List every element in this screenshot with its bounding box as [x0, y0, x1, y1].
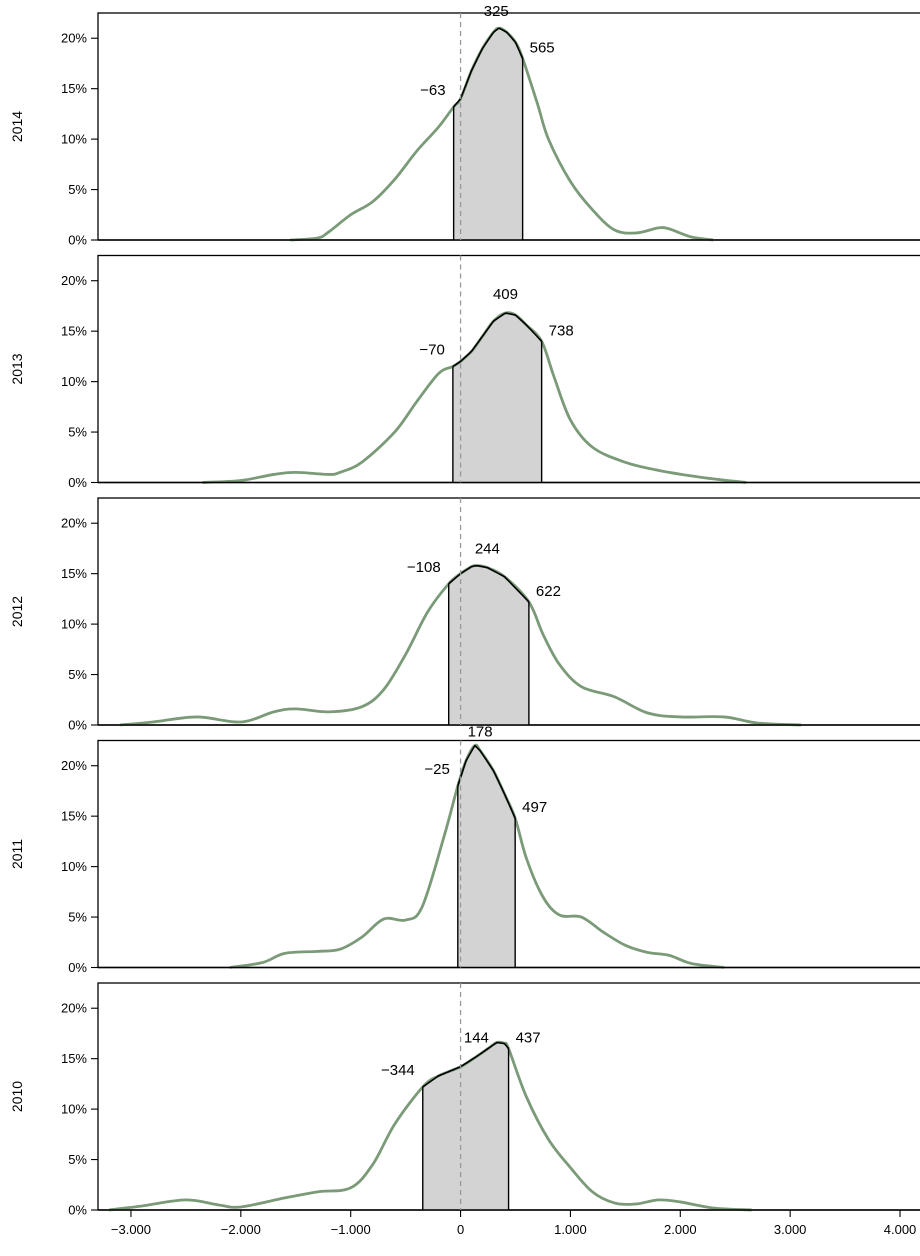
interval-outline	[453, 27, 524, 108]
interval-outline	[457, 744, 516, 819]
lower-bound-label: −63	[420, 82, 445, 99]
panel-year-label: 2013	[9, 353, 25, 384]
lower-bound-label: −108	[407, 559, 441, 576]
y-tick-label: 5%	[68, 1152, 87, 1167]
x-tick-label: 2.000	[664, 1222, 697, 1237]
y-tick-label: 15%	[61, 324, 87, 339]
panel-2011: 0% 5% 10% 15% 20% 2011 −25 497 178	[9, 724, 920, 975]
y-tick-label: 0%	[68, 718, 87, 733]
y-tick-label: 20%	[61, 31, 87, 46]
y-tick-label: 5%	[68, 910, 87, 925]
credible-interval-shade	[422, 1042, 509, 1210]
y-tick-label: 20%	[61, 273, 87, 288]
lower-bound-label: −344	[381, 1062, 415, 1079]
upper-bound-label: 497	[522, 799, 547, 816]
upper-bound-label: 738	[549, 322, 574, 339]
x-tick-label: −2.000	[221, 1222, 261, 1237]
lower-bound-label: −25	[424, 761, 449, 778]
y-tick-label: 0%	[68, 475, 87, 490]
y-tick-label: 5%	[68, 182, 87, 197]
panel-year-label: 2014	[9, 111, 25, 142]
panel-year-label: 2012	[9, 596, 25, 627]
panel-year-label: 2011	[9, 839, 25, 869]
median-label: 178	[468, 724, 493, 741]
interval-outline	[422, 1041, 510, 1088]
credible-interval-shade	[457, 745, 516, 968]
x-tick-label: 0	[457, 1222, 464, 1237]
panel-2012: 0% 5% 10% 15% 20% 2012 −108 622 244	[9, 497, 920, 733]
y-tick-label: 20%	[61, 516, 87, 531]
y-tick-label: 10%	[61, 617, 87, 632]
x-tick-label: 1.000	[554, 1222, 587, 1237]
interval-outline	[448, 564, 530, 603]
upper-bound-label: 565	[530, 39, 555, 56]
y-tick-label: 10%	[61, 132, 87, 147]
panel-2010: 0% 5% 10% 15% 20% 2010 −344 437 144	[9, 982, 920, 1218]
panel-2013: 0% 5% 10% 15% 20% 2013 −70 738 409	[9, 254, 920, 490]
y-tick-label: 15%	[61, 81, 87, 96]
y-tick-label: 15%	[61, 809, 87, 824]
y-tick-label: 20%	[61, 758, 87, 773]
median-label: 244	[475, 541, 500, 558]
y-tick-label: 10%	[61, 374, 87, 389]
y-tick-label: 10%	[61, 1102, 87, 1117]
y-tick-label: 0%	[68, 1203, 87, 1218]
panel-year-label: 2010	[9, 1081, 25, 1112]
median-label: 325	[484, 3, 509, 20]
y-tick-label: 0%	[68, 233, 87, 248]
upper-bound-label: 437	[516, 1030, 541, 1047]
x-tick-label: −1.000	[331, 1222, 371, 1237]
credible-interval-shade	[448, 565, 529, 725]
x-tick-label: 3.000	[774, 1222, 807, 1237]
y-tick-label: 15%	[61, 566, 87, 581]
y-tick-label: 20%	[61, 1001, 87, 1016]
median-label: 409	[493, 286, 518, 303]
y-tick-label: 5%	[68, 425, 87, 440]
y-tick-label: 10%	[61, 859, 87, 874]
credible-interval-shade	[453, 28, 523, 241]
median-label: 144	[464, 1030, 489, 1047]
y-tick-label: 5%	[68, 667, 87, 682]
lower-bound-label: −70	[419, 341, 444, 358]
interval-outline	[452, 312, 543, 368]
x-tick-label: 4.000	[884, 1222, 917, 1237]
upper-bound-label: 622	[536, 583, 561, 600]
credible-interval-shade	[452, 313, 542, 483]
y-tick-label: 0%	[68, 960, 87, 975]
x-tick-label: −3.000	[111, 1222, 151, 1237]
y-tick-label: 15%	[61, 1051, 87, 1066]
panel-2014: 0% 5% 10% 15% 20% 2014 −63 565 325	[9, 3, 920, 248]
